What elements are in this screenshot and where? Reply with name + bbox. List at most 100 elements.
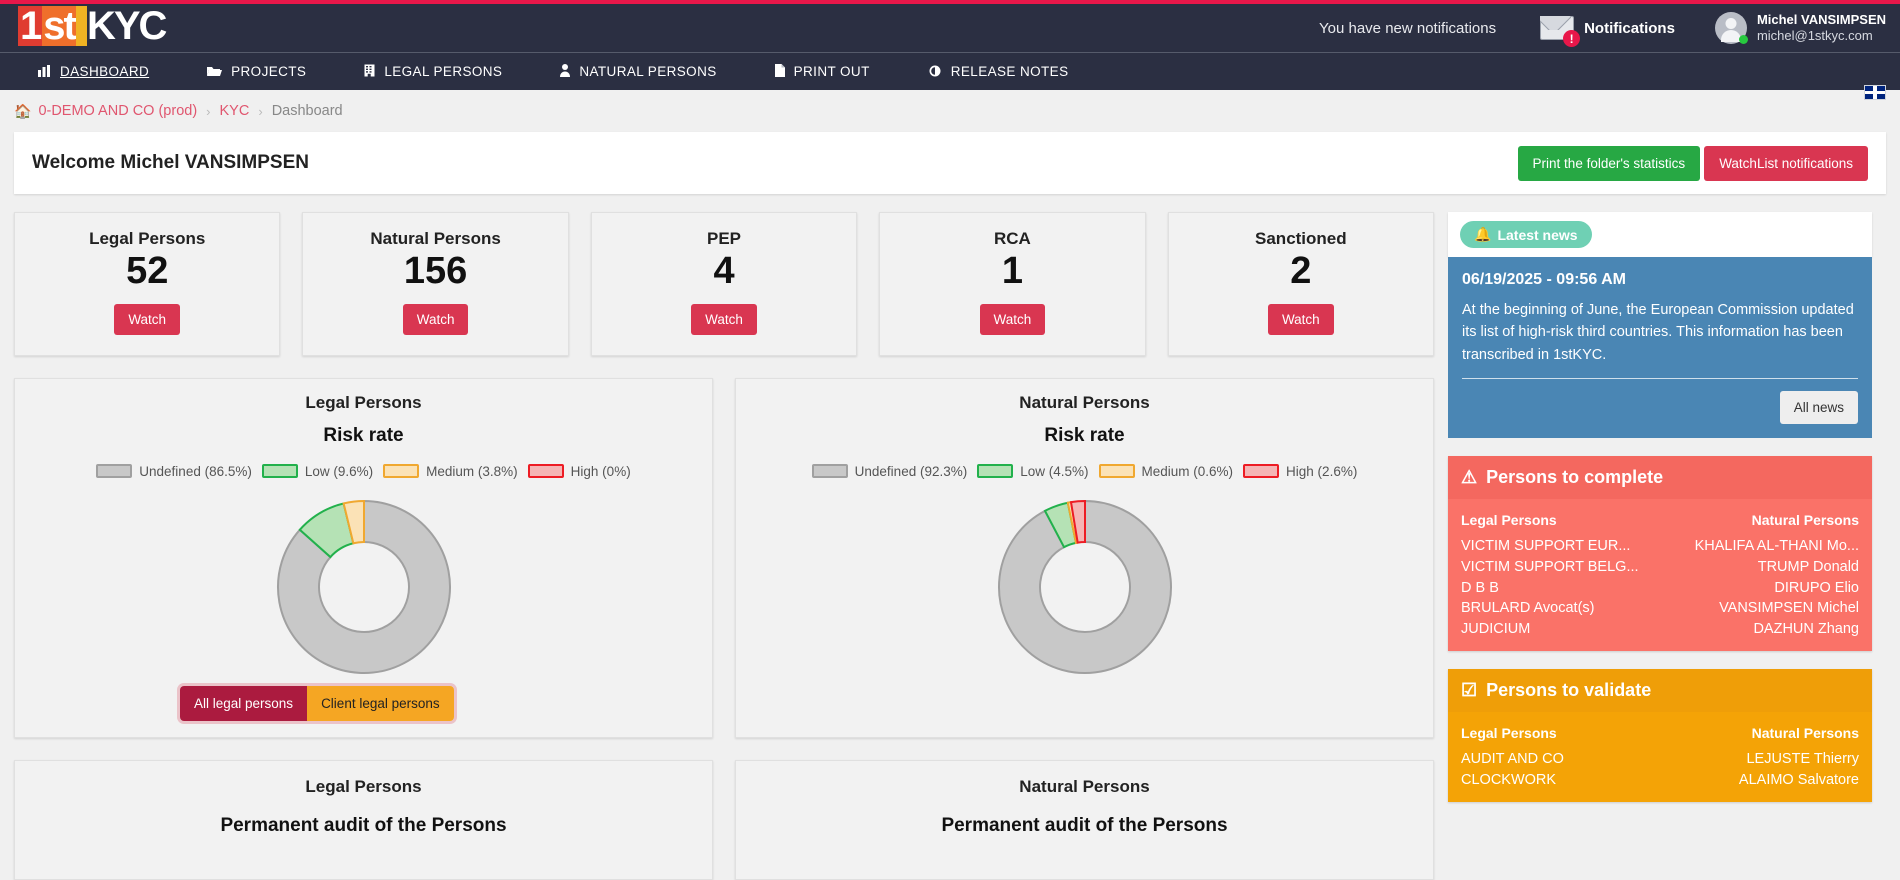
donut-slice-medium[interactable] xyxy=(341,499,365,545)
audit-title: Permanent audit of the Persons xyxy=(220,814,507,836)
building-icon xyxy=(364,64,375,79)
watch-button[interactable]: Watch xyxy=(1267,303,1334,335)
chart-title: Risk rate xyxy=(323,424,404,446)
list-item[interactable]: VICTIM SUPPORT EUR... xyxy=(1461,538,1631,555)
logo-part-2: st xyxy=(42,4,77,48)
widget-title: Persons to validate xyxy=(1486,680,1652,701)
legend-item-undefined[interactable]: Undefined (92.3%) xyxy=(811,464,967,479)
persons-to-complete-widget: ⚠ Persons to complete Legal Persons VICT… xyxy=(1448,456,1872,652)
donut-slice-high[interactable] xyxy=(1069,499,1086,544)
nav-item-print-out[interactable]: PRINT OUT xyxy=(774,53,870,90)
logo-part-1: 1 xyxy=(18,4,42,48)
list-item[interactable]: DAZHUN Zhang xyxy=(1753,620,1859,637)
donut-chart-natural[interactable] xyxy=(746,497,1423,677)
watch-button[interactable]: Watch xyxy=(402,303,469,335)
breadcrumb-item-kyc[interactable]: KYC xyxy=(219,103,250,119)
risk-rate-charts: Legal Persons Risk rate Undefined (86.5%… xyxy=(14,377,1434,738)
list-item[interactable]: DIRUPO Elio xyxy=(1774,579,1859,596)
list-item[interactable]: D B B xyxy=(1461,579,1499,596)
nav-label: PRINT OUT xyxy=(793,64,870,79)
legend-item-high[interactable]: High (0%) xyxy=(527,463,631,479)
notifications-button[interactable]: ! Notifications xyxy=(1540,16,1675,47)
stat-card-sanctioned: Sanctioned 2 Watch xyxy=(1167,212,1435,356)
user-email: michel@1stkyc.com xyxy=(1756,28,1873,43)
toggle-all-legal-persons[interactable]: All legal persons xyxy=(180,685,308,721)
legend-label: Medium (0.6%) xyxy=(1141,463,1234,479)
notifications-label: Notifications xyxy=(1584,19,1675,37)
column-header: Natural Persons xyxy=(1751,512,1859,529)
audit-subtitle: Legal Persons xyxy=(305,776,422,796)
list-item[interactable]: JUDICIUM xyxy=(1461,620,1531,637)
legend-item-medium[interactable]: Medium (3.8%) xyxy=(383,464,518,479)
watch-button[interactable]: Watch xyxy=(979,303,1046,335)
legend-item-medium[interactable]: Medium (0.6%) xyxy=(1098,463,1234,479)
nav-item-dashboard[interactable]: DASHBOARD xyxy=(38,53,149,90)
all-news-button[interactable]: All news xyxy=(1779,391,1858,425)
print-folder-statistics-button[interactable]: Print the folder's statistics xyxy=(1517,145,1701,181)
header-right-group: You have new notifications ! Notificatio… xyxy=(1319,4,1900,52)
user-icon xyxy=(560,64,571,79)
stat-title: Natural Persons xyxy=(370,229,501,248)
list-item[interactable]: KHALIFA AL-THANI Mo... xyxy=(1694,538,1859,555)
list-item[interactable]: CLOCKWORK xyxy=(1461,771,1557,788)
chart-panel-natural-persons: Natural Persons Risk rate Undefined (92.… xyxy=(735,377,1434,738)
legend-item-high[interactable]: High (2.6%) xyxy=(1243,464,1357,479)
chart-subtitle: Legal Persons xyxy=(305,392,422,412)
nav-item-natural-persons[interactable]: NATURAL PERSONS xyxy=(560,53,716,90)
notification-badge: ! xyxy=(1563,30,1581,47)
legend-item-undefined[interactable]: Undefined (86.5%) xyxy=(96,464,252,479)
toggle-client-legal-persons[interactable]: Client legal persons xyxy=(307,685,454,721)
list-item[interactable]: VANSIMPSEN Michel xyxy=(1719,600,1859,617)
nav-item-release-notes[interactable]: RELEASE NOTES xyxy=(928,53,1069,90)
audit-panel-natural-persons: Natural Persons Permanent audit of the P… xyxy=(735,759,1434,880)
persons-to-validate-header: ☑ Persons to validate xyxy=(1448,669,1872,713)
complete-legal-column: Legal Persons VICTIM SUPPORT EUR... VICT… xyxy=(1461,512,1660,639)
persons-to-complete-header: ⚠ Persons to complete xyxy=(1448,456,1872,500)
breadcrumb-item-folder[interactable]: 0-DEMO AND CO (prod) xyxy=(38,103,198,119)
home-icon[interactable]: 🏠 xyxy=(14,102,32,119)
watch-button[interactable]: Watch xyxy=(691,303,757,335)
donut-slice-undefined[interactable] xyxy=(997,499,1172,674)
list-item[interactable]: VICTIM SUPPORT BELG... xyxy=(1461,558,1639,575)
news-text: At the beginning of June, the European C… xyxy=(1462,299,1858,380)
list-item[interactable]: AUDIT AND CO xyxy=(1461,751,1564,768)
eye-icon xyxy=(928,65,942,79)
logo-part-4: KYC xyxy=(86,4,167,48)
stat-title: Legal Persons xyxy=(89,229,206,248)
nav-item-legal-persons[interactable]: LEGAL PERSONS xyxy=(364,53,502,90)
watchlist-notifications-button[interactable]: WatchList notifications xyxy=(1704,145,1868,181)
legend-label: High (2.6%) xyxy=(1286,463,1358,479)
list-item[interactable]: TRUMP Donald xyxy=(1757,558,1859,575)
legend-item-low[interactable]: Low (9.6%) xyxy=(261,464,373,479)
stat-title: Sanctioned xyxy=(1255,229,1347,248)
nav-item-projects[interactable]: PROJECTS xyxy=(207,53,306,90)
breadcrumb: 🏠 0-DEMO AND CO (prod) › KYC › Dashboard xyxy=(0,90,1900,132)
chart-legend: Undefined (86.5%) Low (9.6%) Medium (3.8… xyxy=(25,464,702,479)
user-menu[interactable]: Michel VANSIMPSEN michel@1stkyc.com xyxy=(1714,12,1886,45)
list-item[interactable]: ALAIMO Salvatore xyxy=(1738,771,1859,788)
legend-label: High (0%) xyxy=(570,463,631,479)
stat-value: 156 xyxy=(403,250,468,292)
nav-label: NATURAL PERSONS xyxy=(579,64,717,79)
stat-title: RCA xyxy=(994,229,1031,248)
legend-label: Medium (3.8%) xyxy=(426,463,518,479)
legend-item-low[interactable]: Low (4.5%) xyxy=(977,464,1089,479)
legal-persons-scope-toggle: All legal persons Client legal persons xyxy=(180,685,454,721)
donut-slice-undefined[interactable] xyxy=(276,499,451,674)
stat-card-rca: RCA 1 Watch xyxy=(879,212,1146,356)
watch-button[interactable]: Watch xyxy=(114,303,181,335)
list-item[interactable]: LEJUSTE Thierry xyxy=(1746,751,1859,768)
latest-news-widget: 🔔 Latest news 06/19/2025 - 09:56 AM At t… xyxy=(1448,212,1872,439)
donut-chart-legal[interactable] xyxy=(25,497,702,677)
latest-news-pill: 🔔 Latest news xyxy=(1460,221,1592,248)
chart-panel-legal-persons: Legal Persons Risk rate Undefined (86.5%… xyxy=(14,377,713,738)
main-column: Legal Persons 52 Watch Natural Persons 1… xyxy=(14,212,1435,880)
nav-label: DASHBOARD xyxy=(60,64,150,79)
uk-flag-icon[interactable] xyxy=(1864,85,1886,100)
stat-card-pep: PEP 4 Watch xyxy=(590,212,858,356)
bell-icon: 🔔 xyxy=(1474,226,1492,242)
logo-part-3 xyxy=(75,6,87,46)
list-item[interactable]: BRULARD Avocat(s) xyxy=(1461,600,1595,617)
